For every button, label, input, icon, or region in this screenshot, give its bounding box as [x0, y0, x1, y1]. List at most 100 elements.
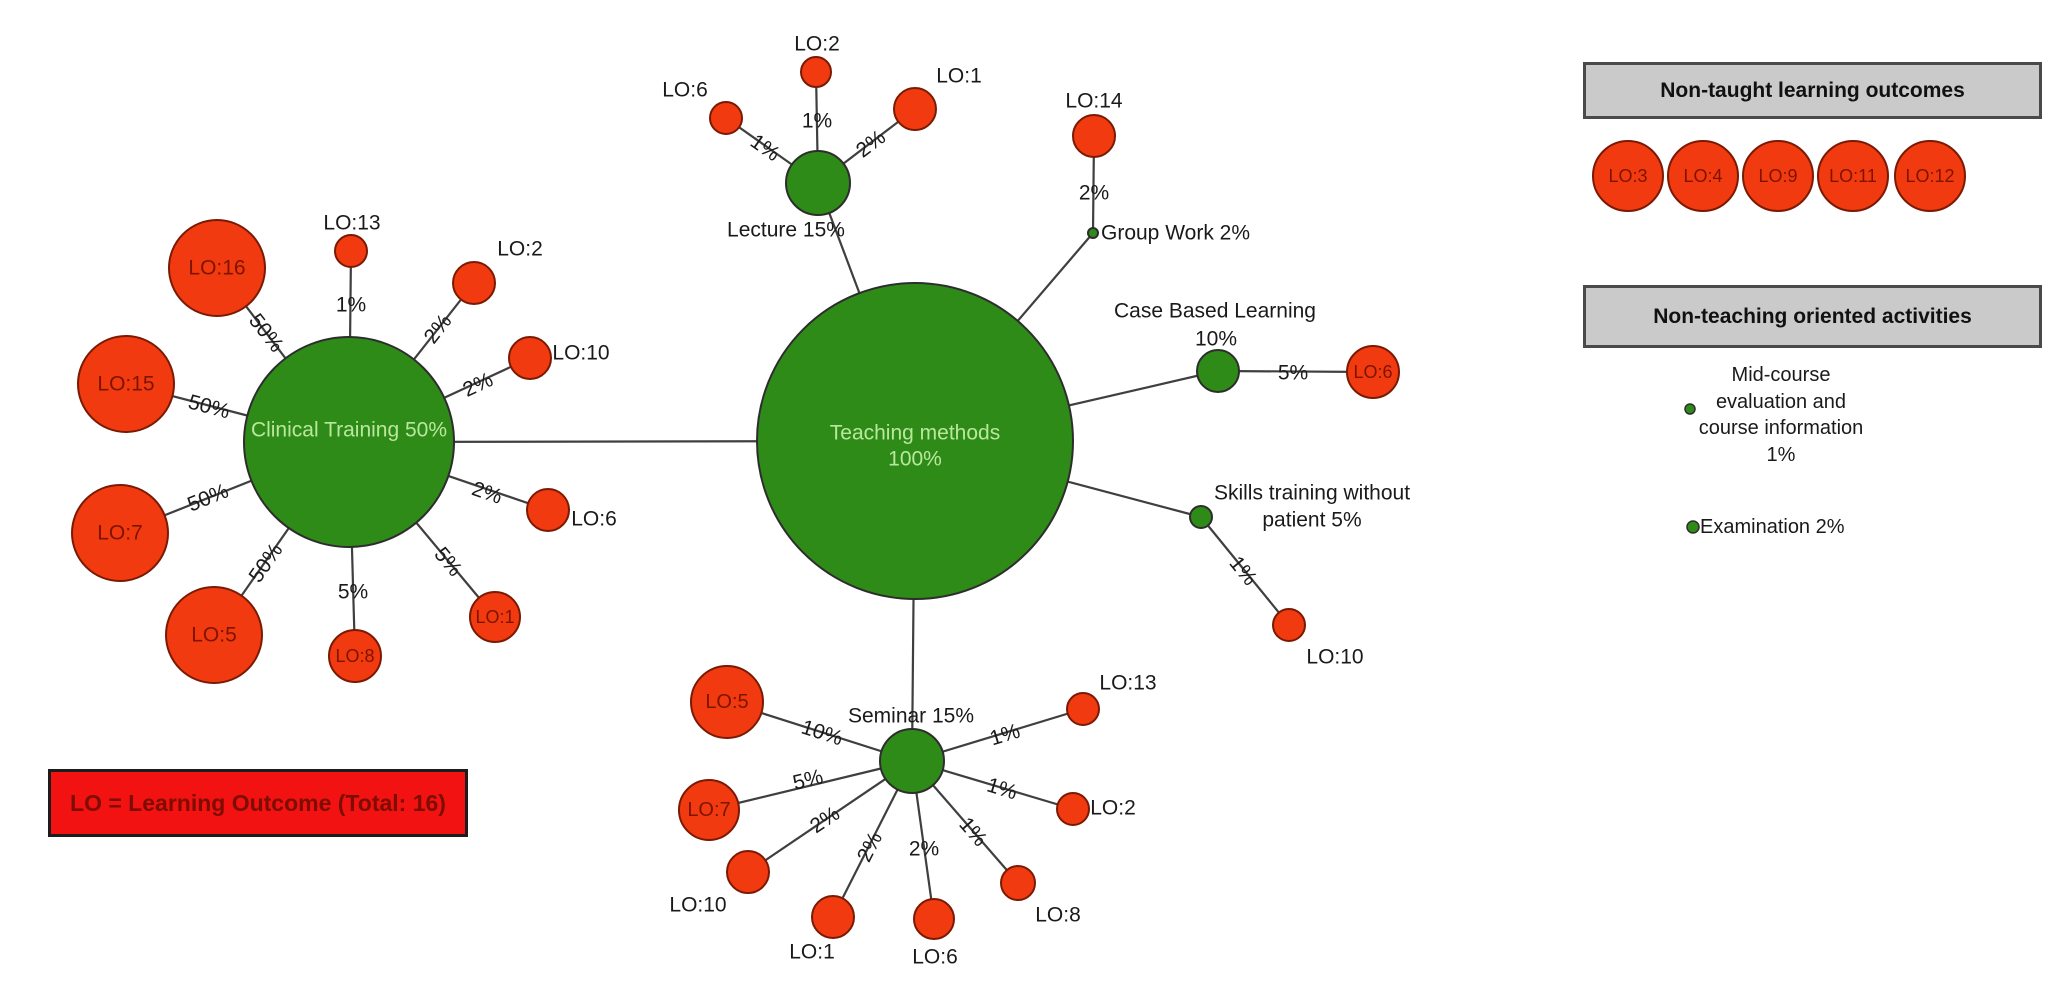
node-label-lc2: LO:2 [794, 33, 840, 56]
node-label-ct7: LO:7 [97, 522, 143, 545]
node-label-sm1: LO:1 [789, 941, 835, 964]
activity-label-mid-course-evaluation: 1% [1767, 444, 1796, 466]
node-label-lc1: LO:1 [936, 65, 982, 88]
node-label-gw14: LO:14 [1065, 90, 1123, 113]
activity-label-mid-course-evaluation: course information [1699, 417, 1864, 439]
edge-percentage-label: 5% [1278, 362, 1308, 385]
legend-outcome-label: LO:12 [1905, 166, 1954, 186]
edge-percentage-label: 5% [790, 765, 825, 795]
edge-percentage-label: 1% [984, 774, 1020, 805]
legend-outcome-circle [1742, 140, 1814, 212]
node-label-ct2: LO:2 [497, 238, 543, 261]
outcome-node-ct8 [328, 629, 382, 683]
legend-outcome-circle [1667, 140, 1739, 212]
legend-outcome-label: LO:11 [1829, 166, 1877, 186]
edge-percentage-label: 50% [245, 539, 288, 587]
activity-label-mid-course-evaluation: Mid-course [1732, 364, 1831, 386]
hub-node-skills [1189, 505, 1213, 529]
outcome-node-sm2 [1056, 792, 1090, 826]
outcome-node-ct15 [77, 335, 175, 433]
node-label-sk10: LO:10 [1306, 646, 1363, 669]
node-label-sm7: LO:7 [687, 799, 730, 821]
edge-percentage-label: 1% [336, 294, 366, 317]
legend-non-teaching-box: Non-teaching oriented activities [1583, 285, 2042, 348]
learning-outcome-note-box: LO = Learning Outcome (Total: 16) [48, 769, 468, 837]
node-label-clinical: Clinical Training 50% [251, 419, 447, 442]
activity-dot-examination [1686, 520, 1700, 534]
node-label-sm13: LO:13 [1099, 672, 1156, 695]
node-label-skills: patient 5% [1262, 509, 1361, 532]
outcome-node-sm8 [1000, 865, 1036, 901]
node-label-seminar: Seminar 15% [848, 705, 974, 728]
outcome-node-ct2 [452, 261, 496, 305]
node-label-sm10: LO:10 [669, 894, 726, 917]
outcome-node-ct1 [469, 591, 521, 643]
hub-node-groupwork [1087, 227, 1099, 239]
hub-node-clinical [243, 336, 455, 548]
edge-percentage-label: 2% [1079, 182, 1109, 205]
node-label-lecture: Lecture 15% [727, 219, 845, 242]
edge-percentage-label: 2% [853, 828, 887, 865]
node-label-cbl: Case Based Learning [1114, 300, 1316, 323]
outcome-node-sm10 [726, 850, 770, 894]
outcome-node-sm1 [811, 895, 855, 939]
edge-percentage-label: 10% [798, 716, 845, 751]
outcome-node-lc6 [709, 101, 743, 135]
edge-percentage-label: 2% [909, 838, 939, 861]
node-label-sm6: LO:6 [912, 946, 958, 969]
outcome-node-cb6 [1346, 345, 1400, 399]
node-label-teaching: 100% [888, 448, 942, 471]
activity-label-examination: Examination 2% [1700, 516, 1845, 538]
edge-percentage-label: 50% [186, 390, 233, 423]
outcome-node-ct6 [526, 488, 570, 532]
outcome-node-sk10 [1272, 608, 1306, 642]
node-label-ct15: LO:15 [97, 373, 154, 396]
edge-seminar-sm10 [747, 760, 913, 873]
node-label-cbl: 10% [1195, 328, 1237, 351]
node-label-ct5: LO:5 [191, 624, 237, 647]
node-label-sm8: LO:8 [1035, 904, 1081, 927]
legend-outcome-circle [1817, 140, 1889, 212]
edge-seminar-sm7 [708, 759, 913, 812]
legend-non-teaching-title: Non-teaching oriented activities [1653, 304, 1972, 328]
legend-outcome-label: LO:4 [1683, 166, 1722, 186]
edge-skills-sk10 [1200, 516, 1290, 626]
node-label-sm2: LO:2 [1090, 797, 1136, 820]
node-label-teaching: Teaching methods [830, 422, 1000, 445]
outcome-node-ct7 [71, 484, 169, 582]
node-label-cb6: LO:6 [1353, 362, 1392, 382]
hub-node-lecture [785, 150, 851, 216]
edge-percentage-label: 2% [459, 368, 496, 402]
edge-percentage-label: 1% [802, 110, 832, 133]
edge-percentage-label: 50% [184, 479, 232, 516]
edge-percentage-label: 50% [244, 309, 288, 356]
node-label-ct16: LO:16 [188, 257, 245, 280]
legend-outcome-label: LO:9 [1758, 166, 1797, 186]
legend-outcome-circle [1592, 140, 1664, 212]
edge-percentage-label: 2% [469, 477, 505, 509]
node-label-ct10: LO:10 [552, 342, 609, 365]
activity-dot-mid-course-evaluation [1684, 403, 1696, 415]
edge-percentage-label: 5% [338, 581, 368, 604]
legend-outcome-label: LO:3 [1608, 166, 1647, 186]
outcome-node-ct16 [168, 219, 266, 317]
outcome-node-lc1 [893, 87, 937, 131]
legend-non-taught-box: Non-taught learning outcomes [1583, 62, 2042, 119]
edge-percentage-label: 1% [987, 720, 1023, 751]
outcome-node-gw14 [1072, 114, 1116, 158]
legend-outcome-circle [1894, 140, 1966, 212]
hub-node-cbl [1196, 349, 1240, 393]
node-label-groupwork: Group Work 2% [1101, 222, 1250, 245]
outcome-node-sm7 [678, 779, 740, 841]
outcome-node-sm13 [1066, 692, 1100, 726]
edge-percentage-label: 2% [806, 802, 844, 838]
node-label-ct8: LO:8 [335, 646, 374, 666]
outcome-node-lc2 [800, 56, 832, 88]
node-label-ct6: LO:6 [571, 508, 617, 531]
node-label-lc6: LO:6 [662, 79, 708, 102]
learning-outcome-note-text: LO = Learning Outcome (Total: 16) [70, 789, 446, 816]
hub-node-seminar [879, 728, 945, 794]
outcome-node-ct5 [165, 586, 263, 684]
